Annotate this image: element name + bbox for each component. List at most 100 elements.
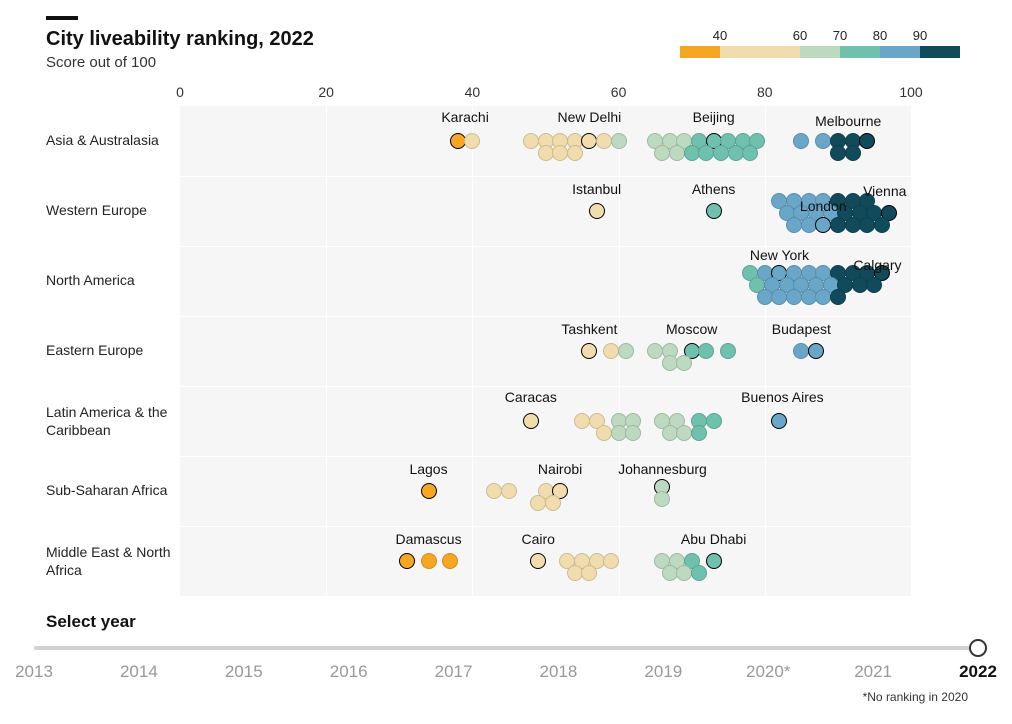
data-point (859, 133, 875, 149)
year-option[interactable]: 2017 (435, 662, 473, 682)
legend-swatch (880, 46, 920, 58)
x-tick-label: 20 (318, 84, 334, 100)
data-point (852, 277, 868, 293)
annotation-label: Cairo (521, 531, 554, 547)
data-point (801, 289, 817, 305)
annotation-label: Beijing (693, 109, 735, 125)
annotation-label: New Delhi (557, 109, 621, 125)
legend-swatch (920, 46, 960, 58)
annotation-label: Vienna (863, 183, 906, 199)
data-point (523, 133, 539, 149)
data-point (618, 343, 634, 359)
data-point (728, 145, 744, 161)
data-point (676, 355, 692, 371)
data-point (706, 203, 722, 219)
data-point (845, 217, 861, 233)
year-option[interactable]: 2015 (225, 662, 263, 682)
year-slider-knob[interactable] (969, 639, 987, 657)
data-point (611, 133, 627, 149)
data-point (596, 425, 612, 441)
legend-swatch (800, 46, 840, 58)
annotation-label: Lagos (409, 461, 447, 477)
category-label: Eastern Europe (46, 342, 174, 360)
data-point (464, 133, 480, 149)
data-point (684, 145, 700, 161)
legend-tick: 60 (793, 28, 807, 43)
year-option[interactable]: 2019 (644, 662, 682, 682)
annotation-label: Istanbul (572, 181, 621, 197)
data-point (625, 425, 641, 441)
data-point (567, 145, 583, 161)
annotation-label: Buenos Aires (741, 389, 824, 405)
data-point (720, 343, 736, 359)
legend-swatch (840, 46, 880, 58)
data-point (793, 343, 809, 359)
annotation-label: Calgary (853, 257, 901, 273)
x-gridline (472, 106, 473, 596)
annotation-label: London (800, 198, 847, 214)
row-divider (180, 456, 911, 457)
data-point (830, 145, 846, 161)
data-point (815, 217, 831, 233)
year-slider-track[interactable] (34, 646, 978, 650)
data-point (713, 145, 729, 161)
year-option[interactable]: 2014 (120, 662, 158, 682)
data-point (589, 203, 605, 219)
year-option[interactable]: 2018 (540, 662, 578, 682)
data-point (866, 277, 882, 293)
data-point (654, 491, 670, 507)
data-point (486, 483, 502, 499)
data-point (874, 217, 890, 233)
year-option[interactable]: 2013 (15, 662, 53, 682)
data-point (442, 553, 458, 569)
year-option[interactable]: 2021 (854, 662, 892, 682)
plot-area: KarachiNew DelhiBeijingMelbourneIstanbul… (180, 106, 911, 596)
legend-swatch (680, 46, 720, 58)
data-point (801, 217, 817, 233)
row-divider (180, 176, 911, 177)
data-point (611, 425, 627, 441)
data-point (845, 145, 861, 161)
data-point (706, 553, 722, 569)
data-point (859, 217, 875, 233)
slider-label: Select year (46, 612, 136, 632)
annotation-label: Moscow (666, 321, 717, 337)
data-point (603, 553, 619, 569)
data-point (691, 425, 707, 441)
data-point (786, 289, 802, 305)
data-point (450, 133, 466, 149)
data-point (530, 495, 546, 511)
chart-root: City liveability ranking, 2022 Score out… (0, 0, 1012, 724)
x-gridline (326, 106, 327, 596)
year-option[interactable]: 2022 (959, 662, 997, 682)
year-option[interactable]: 2016 (330, 662, 368, 682)
data-point (662, 425, 678, 441)
data-point (808, 343, 824, 359)
annotation-label: Abu Dhabi (681, 531, 746, 547)
data-point (399, 553, 415, 569)
annotation-label: Tashkent (561, 321, 617, 337)
data-point (786, 217, 802, 233)
data-point (771, 413, 787, 429)
x-tick-label: 100 (899, 84, 922, 100)
title-rule (46, 16, 78, 20)
category-label: Latin America & the Caribbean (46, 404, 174, 439)
data-point (698, 343, 714, 359)
data-point (676, 425, 692, 441)
data-point (552, 145, 568, 161)
data-point (815, 133, 831, 149)
annotation-label: Karachi (441, 109, 488, 125)
data-point (647, 343, 663, 359)
data-point (603, 343, 619, 359)
data-point (501, 483, 517, 499)
legend-tick: 90 (913, 28, 927, 43)
data-point (574, 413, 590, 429)
data-point (662, 565, 678, 581)
category-label: Sub-Saharan Africa (46, 482, 174, 500)
legend-tick: 70 (833, 28, 847, 43)
data-point (676, 565, 692, 581)
year-option[interactable]: 2020* (746, 662, 790, 682)
data-point (596, 133, 612, 149)
annotation-label: Damascus (395, 531, 461, 547)
row-divider (180, 386, 911, 387)
